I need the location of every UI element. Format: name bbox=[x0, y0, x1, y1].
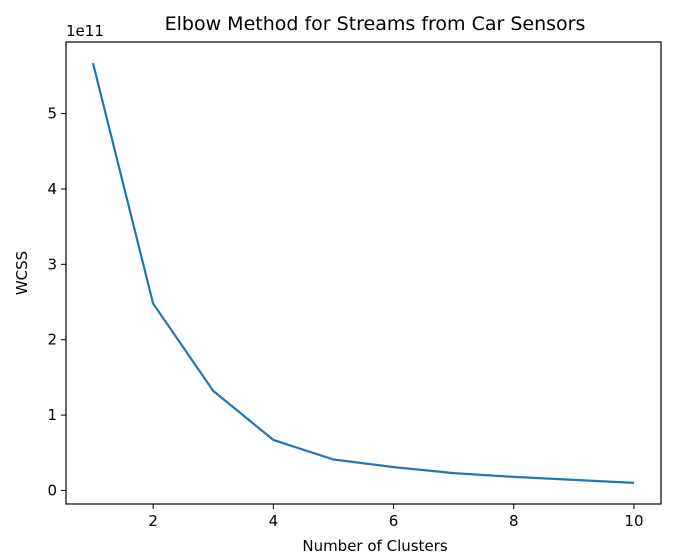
y-tick-label: 3 bbox=[47, 255, 57, 273]
y-axis-label: WCSS bbox=[13, 251, 31, 295]
y-tick-label: 0 bbox=[47, 481, 57, 499]
y-tick-label: 1 bbox=[47, 406, 57, 424]
x-axis-label: Number of Clusters bbox=[302, 537, 447, 555]
plot-frame bbox=[65, 41, 662, 505]
y-offset-label: 1e11 bbox=[66, 22, 104, 40]
x-tick-label: 4 bbox=[269, 512, 279, 530]
x-tick-label: 8 bbox=[509, 512, 519, 530]
chart-title: Elbow Method for Streams from Car Sensor… bbox=[165, 13, 586, 35]
x-tick-label: 2 bbox=[148, 512, 158, 530]
x-tick-label: 10 bbox=[624, 512, 643, 530]
x-tick-label: 6 bbox=[389, 512, 399, 530]
y-tick-label: 4 bbox=[47, 180, 57, 198]
y-tick-label: 2 bbox=[47, 331, 57, 349]
y-tick-label: 5 bbox=[47, 105, 57, 123]
ticks-layer: 2 4 6 8 10 0 1 2 3 4 5 bbox=[47, 105, 643, 530]
wcss-line bbox=[91, 62, 635, 484]
